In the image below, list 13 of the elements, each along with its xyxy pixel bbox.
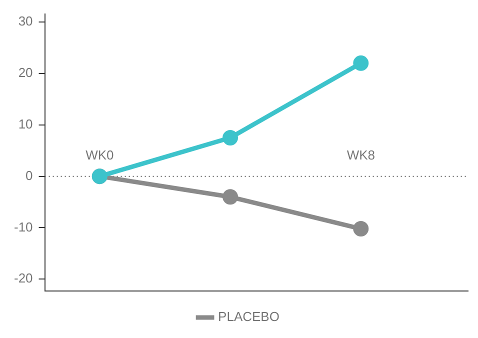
point <box>353 55 369 71</box>
point <box>222 189 238 205</box>
y-tick-label: 20 <box>18 65 33 80</box>
y-tick-label: 10 <box>18 116 33 132</box>
y-tick-label: 30 <box>18 14 33 29</box>
x-tick-label: WK0 <box>86 147 114 162</box>
y-tick-label: -20 <box>14 270 33 286</box>
y-tick-label: 0 <box>26 168 33 183</box>
y-tick-label: -10 <box>14 219 33 234</box>
x-tick-label: WK8 <box>346 147 375 162</box>
legend-label: PLACEBO <box>218 309 280 324</box>
point <box>353 221 369 237</box>
point <box>222 130 238 146</box>
